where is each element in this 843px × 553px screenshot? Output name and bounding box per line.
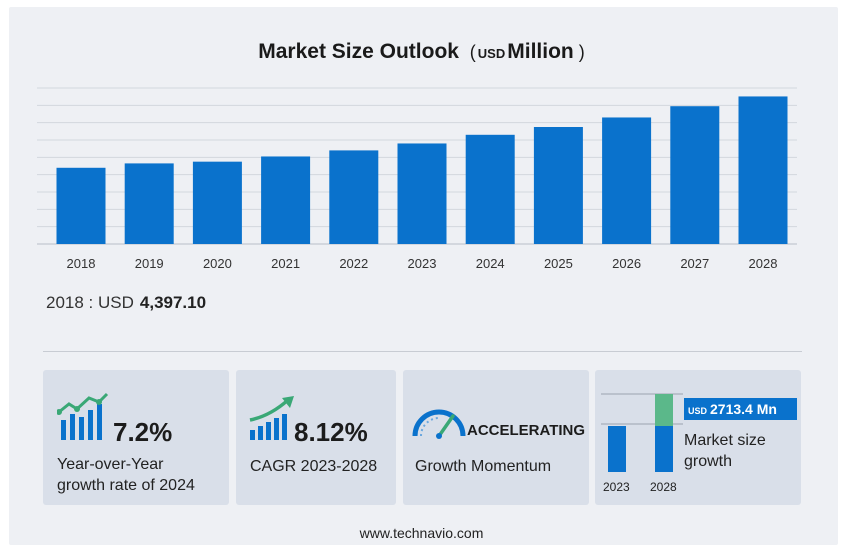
base-year-value: 2018 : USD 4,397.10: [46, 293, 206, 313]
x-tick-label-2026: 2026: [612, 256, 641, 271]
title-unit-prefix: USD: [477, 46, 506, 61]
title-close-paren: ): [573, 42, 585, 62]
yoy-label-line2: growth rate of 2024: [57, 477, 195, 494]
card-market-size-growth: 2023 2028 Market size growth: [595, 370, 801, 505]
title-main: Market Size Outlook: [258, 40, 459, 63]
growth-value-badge: USD 2713.4 Mn: [684, 398, 797, 420]
mini-year-end: 2028: [650, 480, 677, 494]
x-tick-label-2020: 2020: [203, 256, 232, 271]
cagr-value: 8.12%: [294, 417, 368, 447]
bar-2023: [397, 143, 447, 244]
x-tick-label-2022: 2022: [339, 256, 368, 271]
growth-label-line2: growth: [684, 453, 733, 470]
bar-2022: [329, 150, 379, 244]
x-tick-label-2025: 2025: [544, 256, 573, 271]
growth-label-line1: Market size: [684, 432, 766, 449]
bar-2026: [602, 117, 652, 244]
bar-2028: [738, 96, 788, 244]
momentum-label: Growth Momentum: [415, 458, 552, 475]
mini-bar-2028-base: [655, 426, 673, 472]
divider: [43, 351, 802, 352]
bar-2019: [124, 163, 174, 244]
mini-bar-2028-growth: [655, 394, 673, 426]
x-tick-label-2023: 2023: [408, 256, 437, 271]
yoy-value: 7.2%: [113, 417, 173, 447]
growth-mini-chart: [601, 393, 683, 472]
x-tick-label-2019: 2019: [135, 256, 164, 271]
footer-source: www.technavio.com: [359, 525, 484, 541]
card-cagr: 8.12% CAGR 2023-2028: [236, 370, 396, 505]
bar-2018: [56, 167, 106, 244]
bar-2027: [670, 106, 720, 244]
x-tick-label-2027: 2027: [680, 256, 709, 271]
mini-bar-2023: [608, 426, 626, 472]
bar-2025: [533, 127, 583, 244]
base-year-amount: 4,397.10: [139, 293, 207, 312]
bar-2024: [465, 134, 515, 244]
cagr-label: CAGR 2023-2028: [250, 458, 378, 475]
x-tick-label-2024: 2024: [476, 256, 505, 271]
card-yoy-growth: 7.2% Year-over-Year growth rate of 2024: [43, 370, 229, 505]
yoy-label-line1: Year-over-Year: [57, 456, 164, 473]
title-unit: Million: [507, 40, 574, 63]
card-growth-momentum: ACCELERATING Growth Momentum: [403, 370, 589, 505]
x-tick-label-2028: 2028: [749, 256, 778, 271]
bar-2021: [261, 156, 311, 244]
speedometer-icon: [412, 409, 466, 439]
x-tick-label-2021: 2021: [271, 256, 300, 271]
bar-2020: [192, 161, 242, 244]
momentum-value: ACCELERATING: [467, 422, 586, 439]
base-year-label: 2018 : USD: [46, 293, 134, 312]
badge-unit-prefix: USD: [688, 406, 708, 416]
mini-year-start: 2023: [603, 480, 630, 494]
chart-title: Market Size Outlook (USDMillion ): [0, 40, 843, 64]
growth-bars-icon: [57, 392, 109, 440]
trend-up-icon: [249, 396, 294, 440]
bar-chart: 2018 2019 2020 2021 2022 2023 2024 2025 2026 2027…: [37, 87, 797, 271]
title-open-paren: (: [464, 42, 476, 62]
badge-value: 2713.4 Mn: [710, 401, 777, 417]
x-tick-label-2018: 2018: [67, 256, 96, 271]
